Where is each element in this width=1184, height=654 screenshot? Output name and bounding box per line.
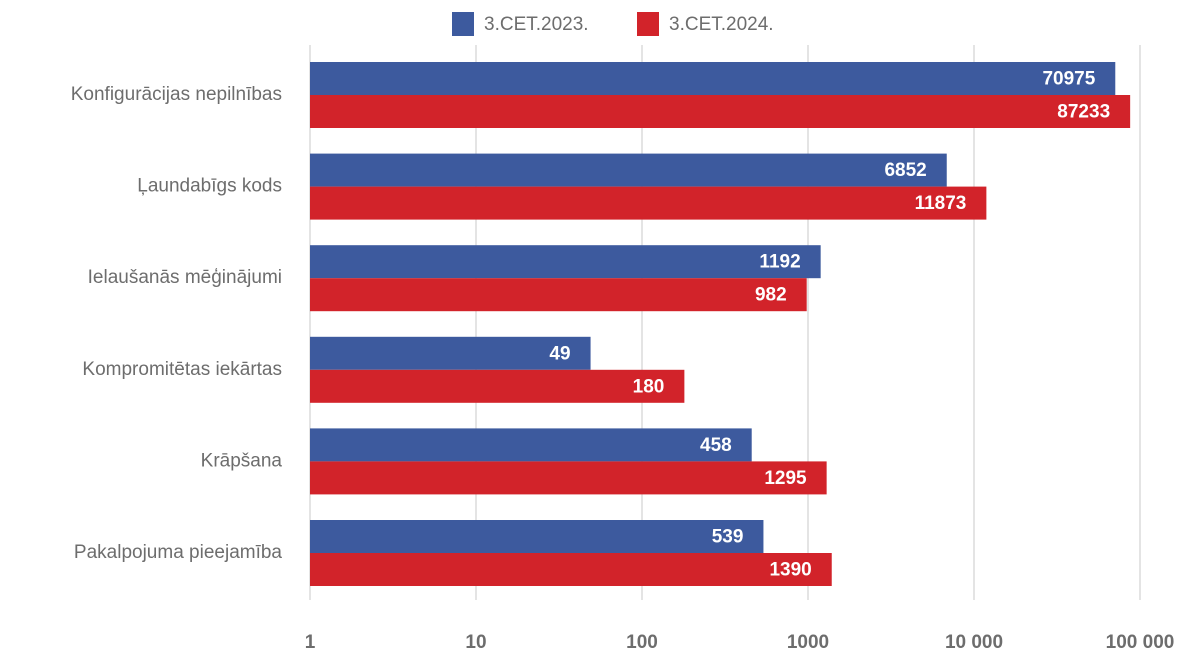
bar (310, 62, 1116, 95)
x-tick-label: 1 (305, 632, 316, 653)
bar (310, 245, 821, 279)
bar (310, 461, 827, 495)
value-label: 458 (700, 435, 732, 456)
value-label: 539 (712, 527, 744, 548)
value-label: 49 (549, 343, 570, 364)
legend-label: 3.CET.2023. (484, 14, 589, 35)
category-label: Krāpšana (201, 450, 283, 471)
x-tick-label: 1000 (787, 632, 829, 653)
category-label: Kompromitētas iekārtas (82, 359, 282, 380)
value-label: 180 (633, 376, 665, 397)
category-label: Pakalpojuma pieejamība (74, 542, 283, 563)
x-tick-label: 10 (465, 632, 486, 653)
bar (310, 153, 947, 187)
legend-swatch (452, 12, 474, 36)
x-tick-label: 100 (626, 632, 658, 653)
bar (310, 95, 1131, 128)
bar (310, 553, 832, 586)
value-label: 1390 (769, 560, 811, 581)
bar (310, 369, 685, 403)
value-label: 70975 (1042, 69, 1095, 90)
category-label: Ielaušanās mēģinājumi (88, 267, 282, 288)
value-label: 1295 (764, 468, 807, 489)
bar (310, 186, 987, 220)
value-label: 982 (755, 285, 787, 306)
x-tick-label: 100 000 (1106, 632, 1175, 653)
value-label: 87233 (1057, 102, 1110, 123)
legend-label: 3.CET.2024. (669, 14, 774, 35)
value-label: 6852 (884, 160, 926, 181)
bar (310, 520, 764, 553)
category-label: Ļaundabīgs kods (137, 176, 282, 197)
x-tick-label: 10 000 (945, 632, 1003, 653)
category-label: Konfigurācijas nepilnības (71, 84, 282, 105)
value-label: 1192 (759, 252, 800, 273)
bar (310, 336, 591, 370)
value-label: 11873 (915, 193, 967, 214)
legend-swatch (637, 12, 659, 36)
bar (310, 428, 752, 462)
bar (310, 278, 807, 312)
